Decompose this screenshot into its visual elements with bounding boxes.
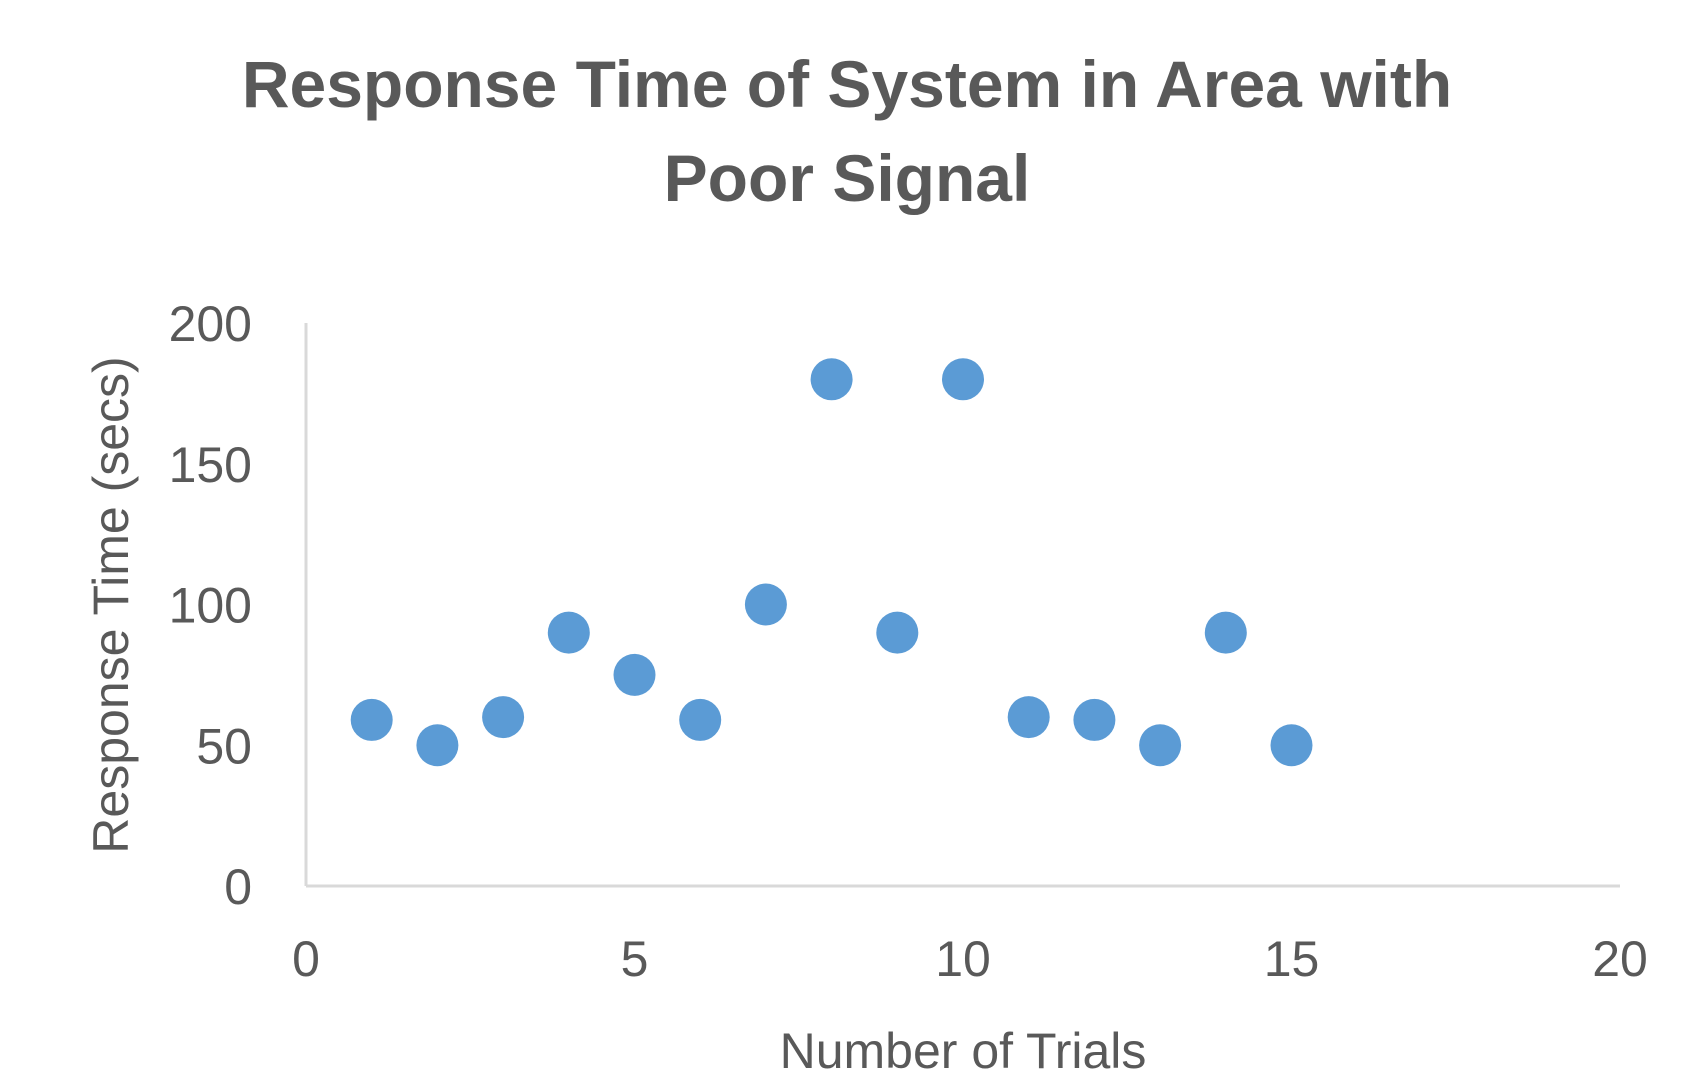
x-tick-label: 10 xyxy=(935,931,991,987)
data-point xyxy=(1007,696,1050,739)
x-tick-labels: 0 5 10 15 20 xyxy=(292,931,1648,987)
x-tick-label: 0 xyxy=(292,931,320,987)
y-tick-labels: 0 50 100 150 200 xyxy=(169,296,252,915)
x-axis-label: Number of Trials xyxy=(780,1023,1147,1079)
data-point xyxy=(613,653,656,696)
y-tick-label: 150 xyxy=(169,437,252,493)
data-point xyxy=(679,698,722,741)
x-tick-label: 5 xyxy=(621,931,649,987)
data-point xyxy=(1073,698,1116,741)
x-tick-label: 15 xyxy=(1264,931,1320,987)
chart-title-line-1: Response Time of System in Area with xyxy=(241,47,1453,121)
data-point xyxy=(1139,724,1182,767)
y-tick-label: 50 xyxy=(196,718,252,774)
data-point xyxy=(744,583,787,626)
data-points xyxy=(350,358,1313,767)
y-tick-label: 100 xyxy=(169,578,252,634)
data-point xyxy=(942,358,984,401)
data-point xyxy=(1204,611,1247,654)
data-point xyxy=(1270,724,1313,767)
data-point xyxy=(416,724,459,767)
y-tick-label: 0 xyxy=(224,859,252,915)
data-point xyxy=(350,698,393,741)
data-point xyxy=(482,696,525,739)
data-point xyxy=(876,611,919,654)
data-point xyxy=(810,358,853,401)
data-point xyxy=(547,611,590,654)
x-tick-label: 20 xyxy=(1592,931,1648,987)
y-axis-label: Response Time (secs) xyxy=(83,356,139,853)
chart-title-line-2: Poor Signal xyxy=(663,141,1031,215)
y-tick-label: 200 xyxy=(169,296,252,352)
